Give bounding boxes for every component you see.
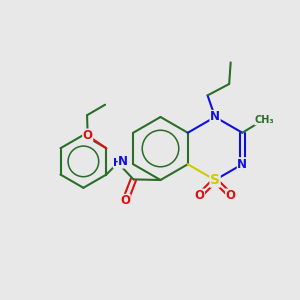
Text: O: O xyxy=(194,189,205,202)
Text: O: O xyxy=(120,194,130,208)
Text: CH₃: CH₃ xyxy=(255,115,274,125)
Text: N: N xyxy=(210,110,220,124)
Text: S: S xyxy=(210,173,220,187)
Text: H: H xyxy=(113,158,122,168)
Text: O: O xyxy=(83,129,93,142)
Text: O: O xyxy=(226,189,236,202)
Text: N: N xyxy=(118,155,128,168)
Text: N: N xyxy=(237,158,247,171)
